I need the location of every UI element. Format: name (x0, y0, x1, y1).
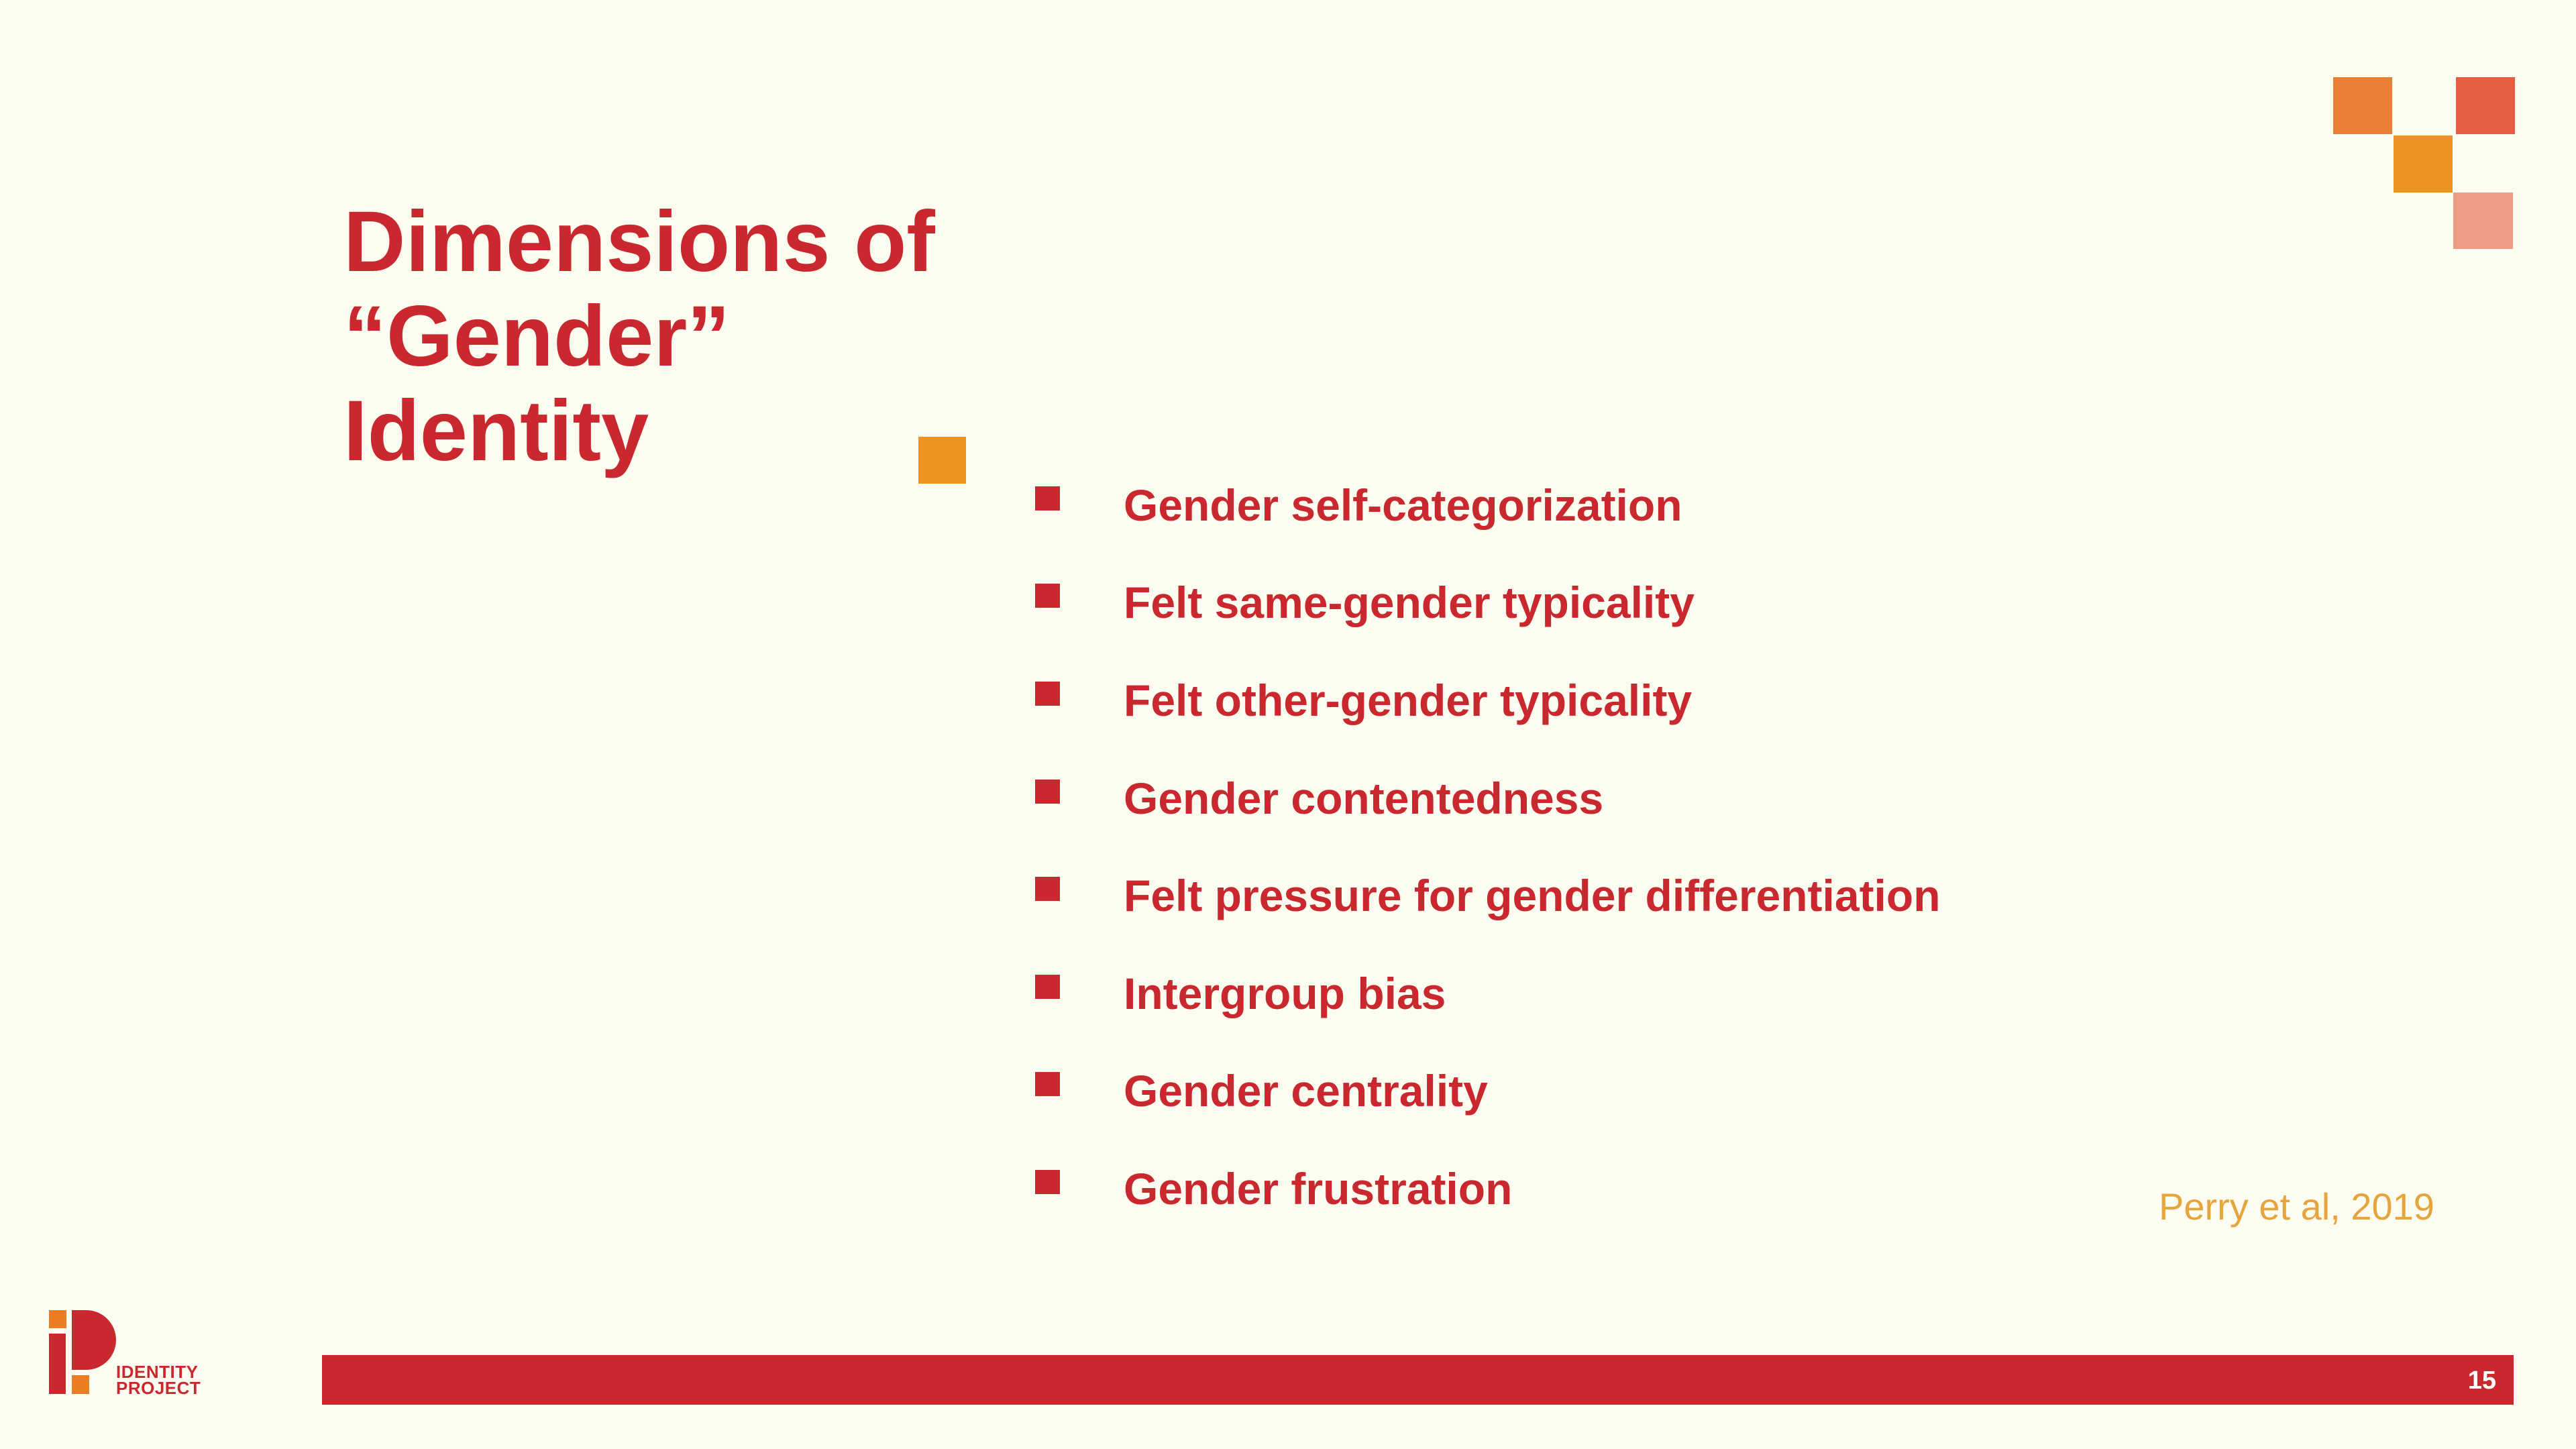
bullet-square-icon (1035, 779, 1060, 804)
list-item: Gender frustration (1035, 1140, 1941, 1238)
list-item: Intergroup bias (1035, 945, 1941, 1042)
logo-i-dot (49, 1310, 66, 1328)
bullet-square-icon (1035, 1072, 1060, 1097)
bullet-square-icon (1035, 486, 1060, 511)
logo-text-line1: IDENTITY (116, 1362, 199, 1382)
list-item: Felt other-gender typicality (1035, 651, 1941, 749)
bullet-text: Felt same-gender typicality (1124, 578, 1695, 628)
list-item: Felt pressure for gender differentiation (1035, 847, 1941, 945)
decorative-square-amber (2394, 136, 2453, 193)
decorative-square-red (2456, 77, 2515, 134)
bullet-text: Intergroup bias (1124, 968, 1446, 1018)
title-line: Identity (343, 383, 649, 479)
bullet-square-icon (1035, 1169, 1060, 1194)
accent-square (918, 437, 966, 484)
logo-text-line2: PROJECT (116, 1378, 201, 1398)
logo-i-stem (49, 1334, 66, 1394)
citation: Perry et al, 2019 (2159, 1185, 2434, 1228)
decorative-square-pink (2453, 193, 2513, 249)
list-item: Gender contentedness (1035, 749, 1941, 847)
bullet-square-icon (1035, 584, 1060, 608)
bullet-text: Felt pressure for gender differentiation (1124, 871, 1941, 921)
bullet-square-icon (1035, 974, 1060, 999)
title-line: Dimensions of (343, 194, 935, 290)
bullet-text: Gender contentedness (1124, 773, 1604, 823)
title-line: “Gender” (343, 288, 731, 384)
logo-p-foot (72, 1375, 89, 1394)
page-number: 15 (2467, 1366, 2496, 1395)
bullet-square-icon (1035, 877, 1060, 902)
decorative-square-orange (2333, 77, 2392, 134)
slide-title: Dimensions of “Gender” Identity (343, 195, 1014, 478)
list-item: Gender centrality (1035, 1042, 1941, 1140)
logo-p-bowl (72, 1310, 116, 1370)
list-item: Gender self-categorization (1035, 456, 1941, 554)
bullet-text: Gender centrality (1124, 1066, 1488, 1116)
bullet-square-icon (1035, 681, 1060, 706)
footer-bar: 15 (322, 1355, 2514, 1405)
bullet-text: Gender frustration (1124, 1163, 1513, 1214)
list-item: Felt same-gender typicality (1035, 554, 1941, 652)
bullet-text: Felt other-gender typicality (1124, 675, 1693, 725)
bullet-text: Gender self-categorization (1124, 480, 1682, 530)
bullet-list: Gender self-categorization Felt same-gen… (1035, 456, 1941, 1238)
